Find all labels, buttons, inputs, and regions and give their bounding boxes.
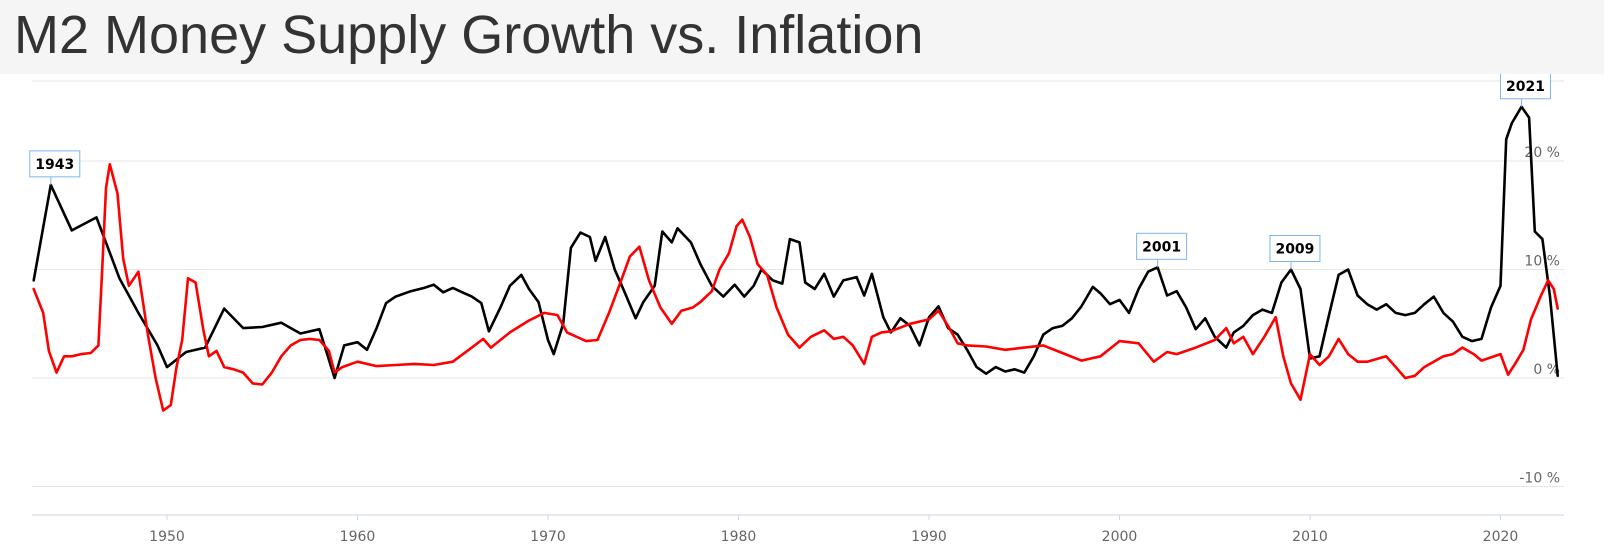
x-tick-label: 1990: [911, 529, 947, 545]
inflation-line: [32, 163, 1559, 412]
y-tick-label: 20 %: [1524, 145, 1560, 161]
y-tick-label: 10 %: [1524, 254, 1560, 270]
x-axis-ticks: 1950 1960 1970 1980 1990 2000 2010 2020: [149, 515, 1518, 545]
chart-area: 1950 1960 1970 1980 1990 2000 2010 2020 -10 % 0 …: [0, 74, 1604, 559]
x-tick-label: 1980: [721, 529, 757, 545]
x-tick-label: 2020: [1483, 529, 1519, 545]
x-tick-label: 1960: [340, 529, 376, 545]
annotation-label: 2009: [1275, 242, 1314, 258]
annotation-box: [29, 150, 81, 178]
annotation-label: 2021: [1506, 79, 1545, 95]
annotation-box: [1136, 232, 1188, 260]
title-bar: M2 Money Supply Growth vs. Inflation: [0, 0, 1604, 74]
x-tick-label: 2010: [1292, 529, 1328, 545]
line-chart: 1950 1960 1970 1980 1990 2000 2010 2020 -10 % 0 …: [29, 74, 1564, 545]
annotations: 1943 2001 2009 2021: [29, 74, 1551, 270]
annotation-label: 2001: [1142, 239, 1181, 255]
x-tick-label: 1970: [530, 529, 566, 545]
gridlines: [32, 160, 1564, 487]
x-tick-label: 2000: [1102, 529, 1138, 545]
annotation-box: [1499, 74, 1551, 100]
annotation-box: [1269, 235, 1321, 262]
m2-growth-line: [32, 105, 1559, 380]
y-tick-label: -10 %: [1519, 471, 1560, 487]
series-lines: [32, 105, 1559, 412]
y-tick-label: 0 %: [1533, 362, 1560, 378]
x-tick-label: 1950: [149, 529, 185, 545]
y-axis-ticks: -10 % 0 % 10 % 20 %: [1519, 145, 1560, 487]
chart-title: M2 Money Supply Growth vs. Inflation: [14, 5, 924, 65]
annotation-label: 1943: [35, 157, 74, 173]
